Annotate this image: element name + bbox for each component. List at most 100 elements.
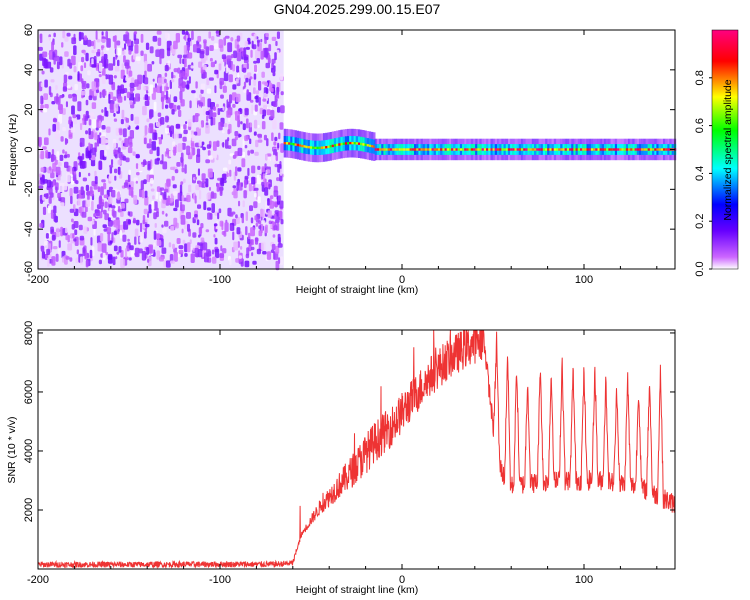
- noise-cell: [220, 245, 223, 252]
- noise-cell: [129, 130, 134, 139]
- noise-cell: [156, 250, 160, 260]
- noise-cell: [174, 169, 179, 174]
- signal-core-cell: [588, 148, 591, 151]
- noise-cell: [206, 144, 211, 149]
- noise-cell: [66, 153, 70, 158]
- signal-core-cell: [398, 148, 401, 151]
- noise-cell: [100, 136, 106, 145]
- noise-cell: [122, 234, 127, 242]
- noise-cell: [222, 248, 227, 254]
- noise-cell: [249, 138, 252, 145]
- noise-cell: [250, 149, 254, 154]
- noise-cell: [134, 252, 139, 256]
- noise-cell: [206, 193, 211, 200]
- signal-core-cell: [617, 148, 620, 151]
- noise-cell: [198, 140, 202, 147]
- noise-cell: [241, 216, 244, 224]
- signal-core-cell: [429, 148, 432, 151]
- signal-core-cell: [534, 148, 537, 151]
- noise-cell: [156, 239, 162, 246]
- noise-cell: [163, 191, 167, 201]
- noise-cell: [173, 131, 179, 140]
- noise-cell: [165, 213, 168, 217]
- noise-cell: [161, 99, 164, 110]
- noise-cell: [144, 196, 149, 206]
- noise-cell: [243, 88, 247, 93]
- noise-cell: [234, 131, 239, 137]
- noise-cell: [125, 157, 130, 163]
- signal-core-cell: [420, 148, 423, 151]
- noise-cell: [81, 56, 85, 63]
- signal-core-cell: [531, 148, 535, 151]
- snr-x-tick-label: -200: [27, 574, 49, 586]
- noise-cell: [273, 101, 278, 107]
- noise-cell: [52, 162, 57, 172]
- noise-cell: [147, 256, 152, 267]
- noise-cell: [161, 247, 167, 254]
- signal-core-cell: [632, 148, 635, 151]
- noise-cell: [198, 102, 204, 107]
- noise-cell: [62, 86, 68, 92]
- noise-cell: [160, 117, 165, 125]
- noise-cell: [238, 200, 241, 207]
- noise-cell: [98, 74, 102, 78]
- noise-cell: [184, 68, 189, 77]
- noise-cell: [203, 54, 208, 62]
- noise-cell: [241, 182, 243, 188]
- spectrogram-y-tick-label: 60: [23, 24, 35, 36]
- noise-cell: [265, 62, 270, 69]
- noise-cell: [108, 74, 114, 85]
- noise-cell: [214, 229, 218, 233]
- noise-cell: [210, 191, 215, 199]
- noise-cell: [272, 234, 276, 238]
- noise-cell: [81, 153, 85, 160]
- noise-cell: [68, 94, 73, 99]
- noise-cell: [237, 241, 240, 248]
- noise-cell: [235, 158, 238, 165]
- noise-cell: [133, 52, 137, 60]
- noise-cell: [147, 63, 152, 72]
- noise-cell: [123, 182, 129, 188]
- signal-core-cell: [446, 148, 450, 151]
- noise-cell: [96, 51, 101, 57]
- noise-cell: [266, 153, 272, 157]
- noise-cell: [170, 225, 175, 231]
- noise-cell: [89, 112, 95, 120]
- noise-cell: [101, 90, 107, 96]
- signal-core-cell: [320, 146, 324, 149]
- noise-cell: [177, 143, 183, 153]
- noise-cell: [177, 192, 180, 201]
- noise-cell: [255, 49, 260, 60]
- noise-cell: [155, 211, 159, 218]
- noise-cell: [40, 95, 44, 105]
- noise-cell: [257, 165, 261, 170]
- noise-cell: [49, 67, 54, 73]
- noise-cell: [60, 136, 64, 142]
- noise-cell: [245, 77, 249, 83]
- noise-cell: [127, 219, 131, 225]
- signal-core-cell: [325, 146, 328, 149]
- noise-cell: [71, 55, 76, 66]
- signal-core-cell: [527, 148, 530, 151]
- noise-cell: [247, 150, 250, 156]
- noise-cell: [87, 70, 91, 76]
- noise-cell: [107, 255, 113, 264]
- noise-cell: [142, 105, 147, 116]
- noise-cell: [267, 198, 270, 206]
- colorbar-tick-label: 0.4: [694, 166, 706, 181]
- noise-cell: [116, 251, 120, 255]
- noise-cell: [262, 251, 267, 255]
- noise-cell: [255, 95, 259, 103]
- noise-cell: [234, 136, 238, 141]
- noise-cell: [106, 126, 111, 133]
- noise-cell: [242, 200, 245, 208]
- noise-cell: [196, 47, 201, 54]
- signal-core-cell: [381, 148, 384, 151]
- noise-cell: [264, 38, 267, 44]
- noise-cell: [251, 104, 254, 115]
- noise-cell: [132, 220, 138, 224]
- noise-cell: [186, 242, 191, 253]
- noise-cell: [123, 75, 126, 83]
- noise-cell: [194, 247, 199, 258]
- signal-core-cell: [545, 148, 548, 151]
